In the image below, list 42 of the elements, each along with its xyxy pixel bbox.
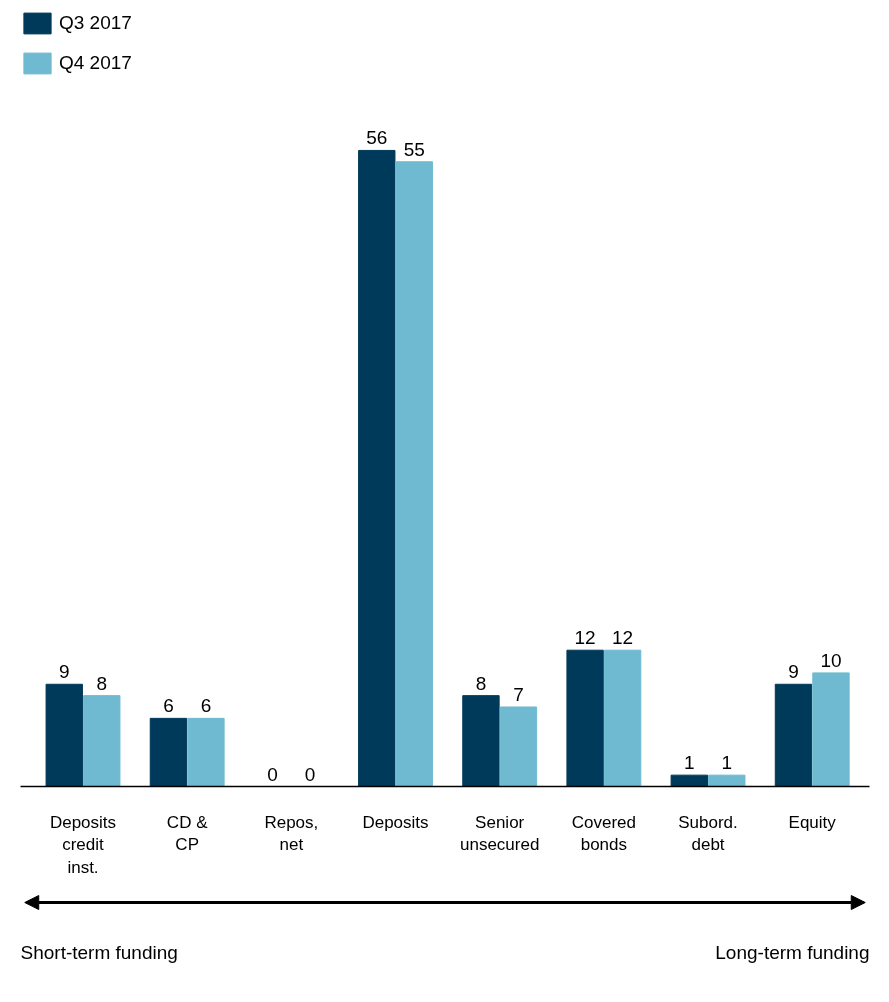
bar <box>670 774 708 787</box>
data-label: 6 <box>163 695 174 717</box>
x-tick-label: Repos, net <box>264 812 319 855</box>
bar <box>566 649 604 787</box>
data-label: 56 <box>366 127 388 149</box>
data-label: 8 <box>475 672 487 694</box>
x-tick-label: CD & CP <box>166 812 209 855</box>
data-label: 0 <box>267 763 278 785</box>
data-label: 1 <box>721 752 733 774</box>
bar <box>358 149 396 787</box>
data-label: 9 <box>58 661 70 683</box>
legend-label: Q3 2017 <box>59 12 132 34</box>
x-tick-label: Deposits <box>362 812 429 832</box>
data-label: 1 <box>684 752 695 774</box>
bar <box>395 161 433 787</box>
x-tick-label: Deposits credit inst. <box>49 812 117 878</box>
bar <box>83 695 121 787</box>
data-label: 8 <box>96 672 108 694</box>
x-tick-label: Equity <box>788 812 837 832</box>
x-tick-label: Senior unsecured <box>460 812 540 855</box>
bar <box>462 695 500 787</box>
data-label: 9 <box>788 661 799 683</box>
bar <box>187 717 225 787</box>
data-label: 10 <box>820 649 842 671</box>
x-tick-label: Subord. debt <box>678 812 738 855</box>
bar <box>149 717 188 787</box>
data-label: 12 <box>574 627 596 649</box>
bar <box>774 683 813 787</box>
bar <box>708 774 746 787</box>
legend-label: Q4 2017 <box>59 52 132 74</box>
bar <box>45 683 83 787</box>
data-label: 12 <box>612 627 634 649</box>
bar <box>499 706 538 787</box>
data-label: 0 <box>304 763 316 785</box>
data-label: 7 <box>513 683 524 705</box>
data-label: 6 <box>200 695 212 717</box>
x-tick-label: Covered bonds <box>571 812 636 855</box>
text: Short-term funding <box>20 941 178 963</box>
data-label: 55 <box>403 138 425 160</box>
bar <box>812 672 850 787</box>
text: Long-term funding <box>715 941 870 963</box>
bar <box>603 649 642 787</box>
